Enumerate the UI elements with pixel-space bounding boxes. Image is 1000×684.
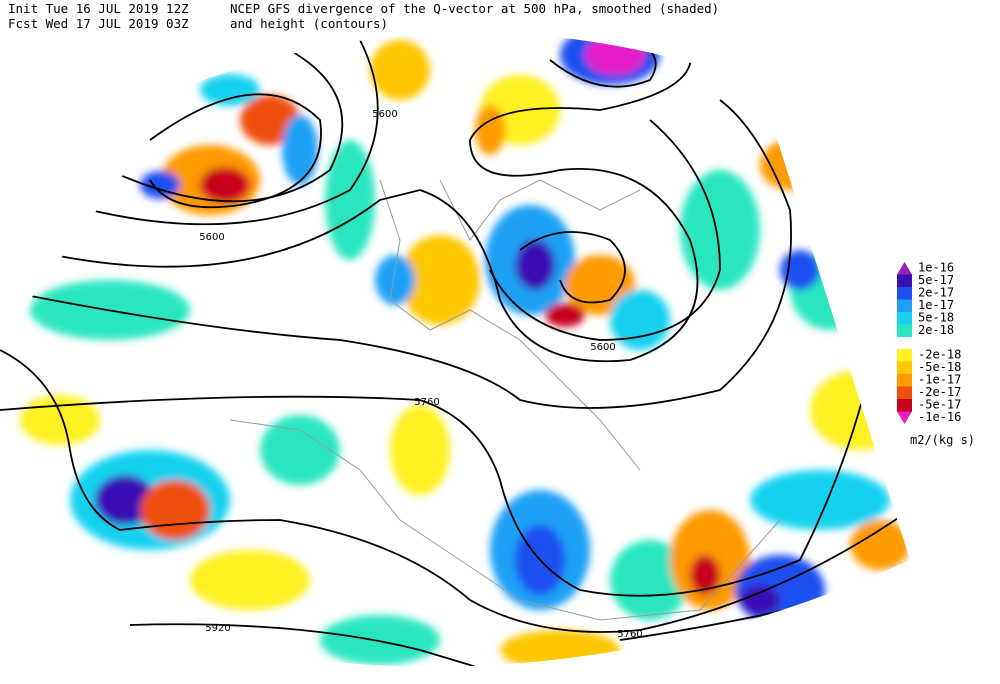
init-time: Init Tue 16 JUL 2019 12Z [8,1,189,16]
colorbar-units: m2/(kg s) [910,433,975,447]
colorbar-swatch [897,299,912,312]
colorbar-swatch [897,287,912,300]
contour-labels: 5600 5600 5600 5760 5760 5920 [199,109,642,640]
colorbar-label: 5e-17 [918,273,954,287]
contour-label: 5600 [372,109,397,120]
colorbar-swatch [897,324,912,337]
colorbar-label: -1e-16 [918,410,961,424]
colorbar-label: 2e-17 [918,285,954,299]
subtitle: and height (contours) [230,16,388,31]
colorbar-label: 5e-18 [918,310,954,324]
colorbar-label: -2e-17 [918,385,961,399]
forecast-time: Fcst Wed 17 JUL 2019 03Z [8,16,189,31]
colorbar-swatch [897,361,912,374]
colorbar-label: -5e-17 [918,397,961,411]
colorbar-swatch [897,349,912,362]
colorbar-label: 1e-16 [918,260,954,274]
contour-label: 5920 [205,623,230,634]
contour-label: 5600 [590,342,615,353]
colorbar-swatch [897,274,912,287]
contour-label: 5600 [199,232,224,243]
colorbar-label: -5e-18 [918,360,961,374]
colorbar-swatch [897,374,912,387]
title: NCEP GFS divergence of the Q-vector at 5… [230,1,719,16]
colorbar-swatch [897,399,912,412]
colorbar-swatch [897,386,912,399]
coastlines [229,179,781,621]
colorbar: 1e-165e-172e-171e-175e-182e-18-2e-18-5e-… [897,260,961,424]
colorbar-label: 1e-17 [918,298,954,312]
colorbar-swatch [897,312,912,325]
contour-label: 5760 [617,629,642,640]
colorbar-swatch [897,411,912,424]
colorbar-label: 2e-18 [918,323,954,337]
colorbar-label: -1e-17 [918,372,961,386]
colorbar-swatch [897,262,912,275]
colorbar-label: -2e-18 [918,347,961,361]
contour-label: 5760 [414,397,439,408]
